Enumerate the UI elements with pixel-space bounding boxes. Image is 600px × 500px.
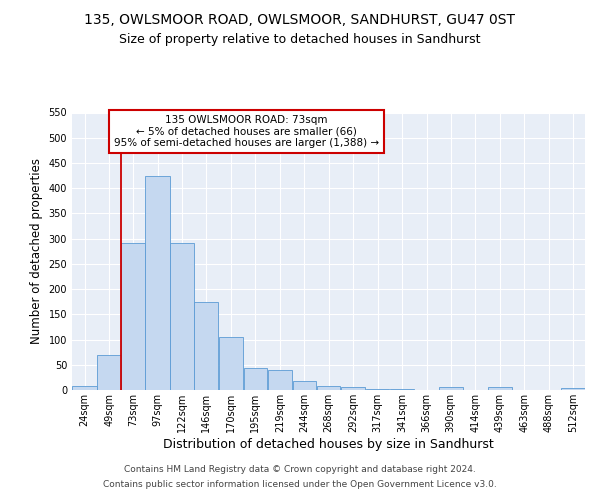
Bar — [488, 388, 512, 390]
Bar — [293, 381, 316, 390]
Text: Size of property relative to detached houses in Sandhurst: Size of property relative to detached ho… — [119, 32, 481, 46]
Bar — [97, 354, 121, 390]
Text: Contains HM Land Registry data © Crown copyright and database right 2024.: Contains HM Land Registry data © Crown c… — [124, 465, 476, 474]
Bar — [561, 388, 585, 390]
X-axis label: Distribution of detached houses by size in Sandhurst: Distribution of detached houses by size … — [163, 438, 494, 450]
Bar — [244, 368, 267, 390]
Bar — [390, 389, 415, 390]
Bar — [170, 243, 194, 390]
Text: 135 OWLSMOOR ROAD: 73sqm
← 5% of detached houses are smaller (66)
95% of semi-de: 135 OWLSMOOR ROAD: 73sqm ← 5% of detache… — [114, 115, 379, 148]
Bar — [194, 302, 218, 390]
Bar — [121, 243, 145, 390]
Y-axis label: Number of detached properties: Number of detached properties — [30, 158, 43, 344]
Bar — [317, 386, 340, 390]
Bar — [366, 389, 389, 390]
Text: 135, OWLSMOOR ROAD, OWLSMOOR, SANDHURST, GU47 0ST: 135, OWLSMOOR ROAD, OWLSMOOR, SANDHURST,… — [85, 12, 515, 26]
Text: Contains public sector information licensed under the Open Government Licence v3: Contains public sector information licen… — [103, 480, 497, 489]
Bar — [145, 176, 170, 390]
Bar — [72, 386, 97, 390]
Bar — [439, 387, 463, 390]
Bar — [268, 370, 292, 390]
Bar — [341, 388, 365, 390]
Bar — [218, 337, 243, 390]
